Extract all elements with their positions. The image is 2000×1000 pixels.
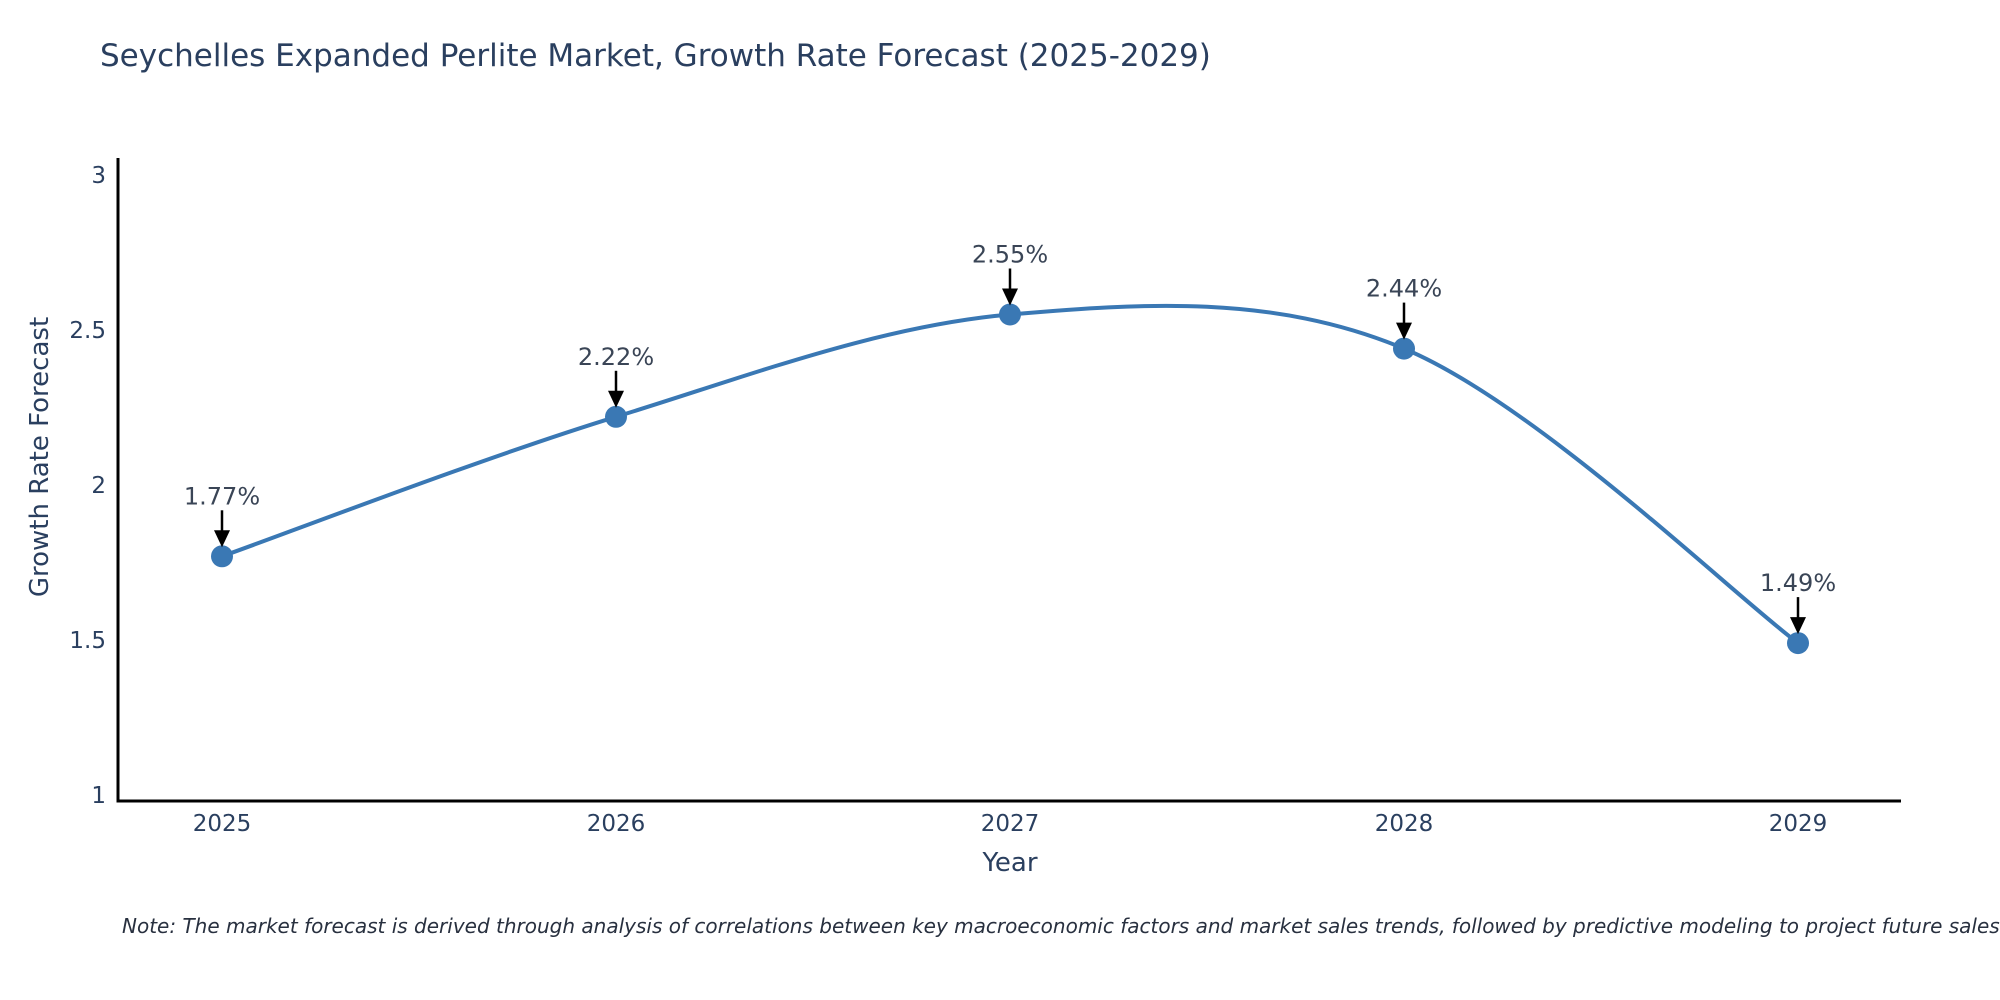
data-point-marker [1787, 632, 1809, 655]
data-point-value-label: 1.49% [1760, 569, 1836, 597]
y-tick-label: 2.5 [69, 318, 106, 344]
annotation-arrowhead [1790, 617, 1806, 635]
y-tick-label: 1.5 [69, 628, 106, 654]
y-tick-label: 3 [91, 163, 106, 189]
data-point-value-label: 1.77% [184, 482, 260, 510]
annotation-arrowhead [608, 390, 624, 408]
x-tick-label: 2025 [193, 811, 252, 837]
x-tick-label: 2028 [1375, 811, 1434, 837]
y-tick-label: 2 [91, 473, 106, 499]
x-tick-label: 2029 [1769, 811, 1828, 837]
annotation-arrowhead [1002, 288, 1018, 306]
data-point-value-label: 2.22% [578, 343, 654, 371]
annotation-arrowhead [214, 530, 230, 548]
data-point-marker [1393, 337, 1415, 360]
data-point-value-label: 2.55% [972, 241, 1048, 269]
x-tick-label: 2026 [587, 811, 646, 837]
forecast-line [220, 303, 1800, 646]
annotation-arrowhead [1396, 322, 1412, 340]
x-tick-label: 2027 [981, 811, 1040, 837]
x-axis-title: Year [982, 848, 1038, 878]
data-point-marker [999, 303, 1021, 326]
chart-title: Seychelles Expanded Perlite Market, Grow… [100, 38, 1211, 74]
data-point-marker [211, 545, 233, 568]
footnote: Note: The market forecast is derived thr… [122, 914, 2000, 938]
data-point-value-label: 2.44% [1366, 275, 1442, 303]
data-point-marker [605, 405, 627, 428]
y-tick-label: 1 [91, 783, 106, 809]
